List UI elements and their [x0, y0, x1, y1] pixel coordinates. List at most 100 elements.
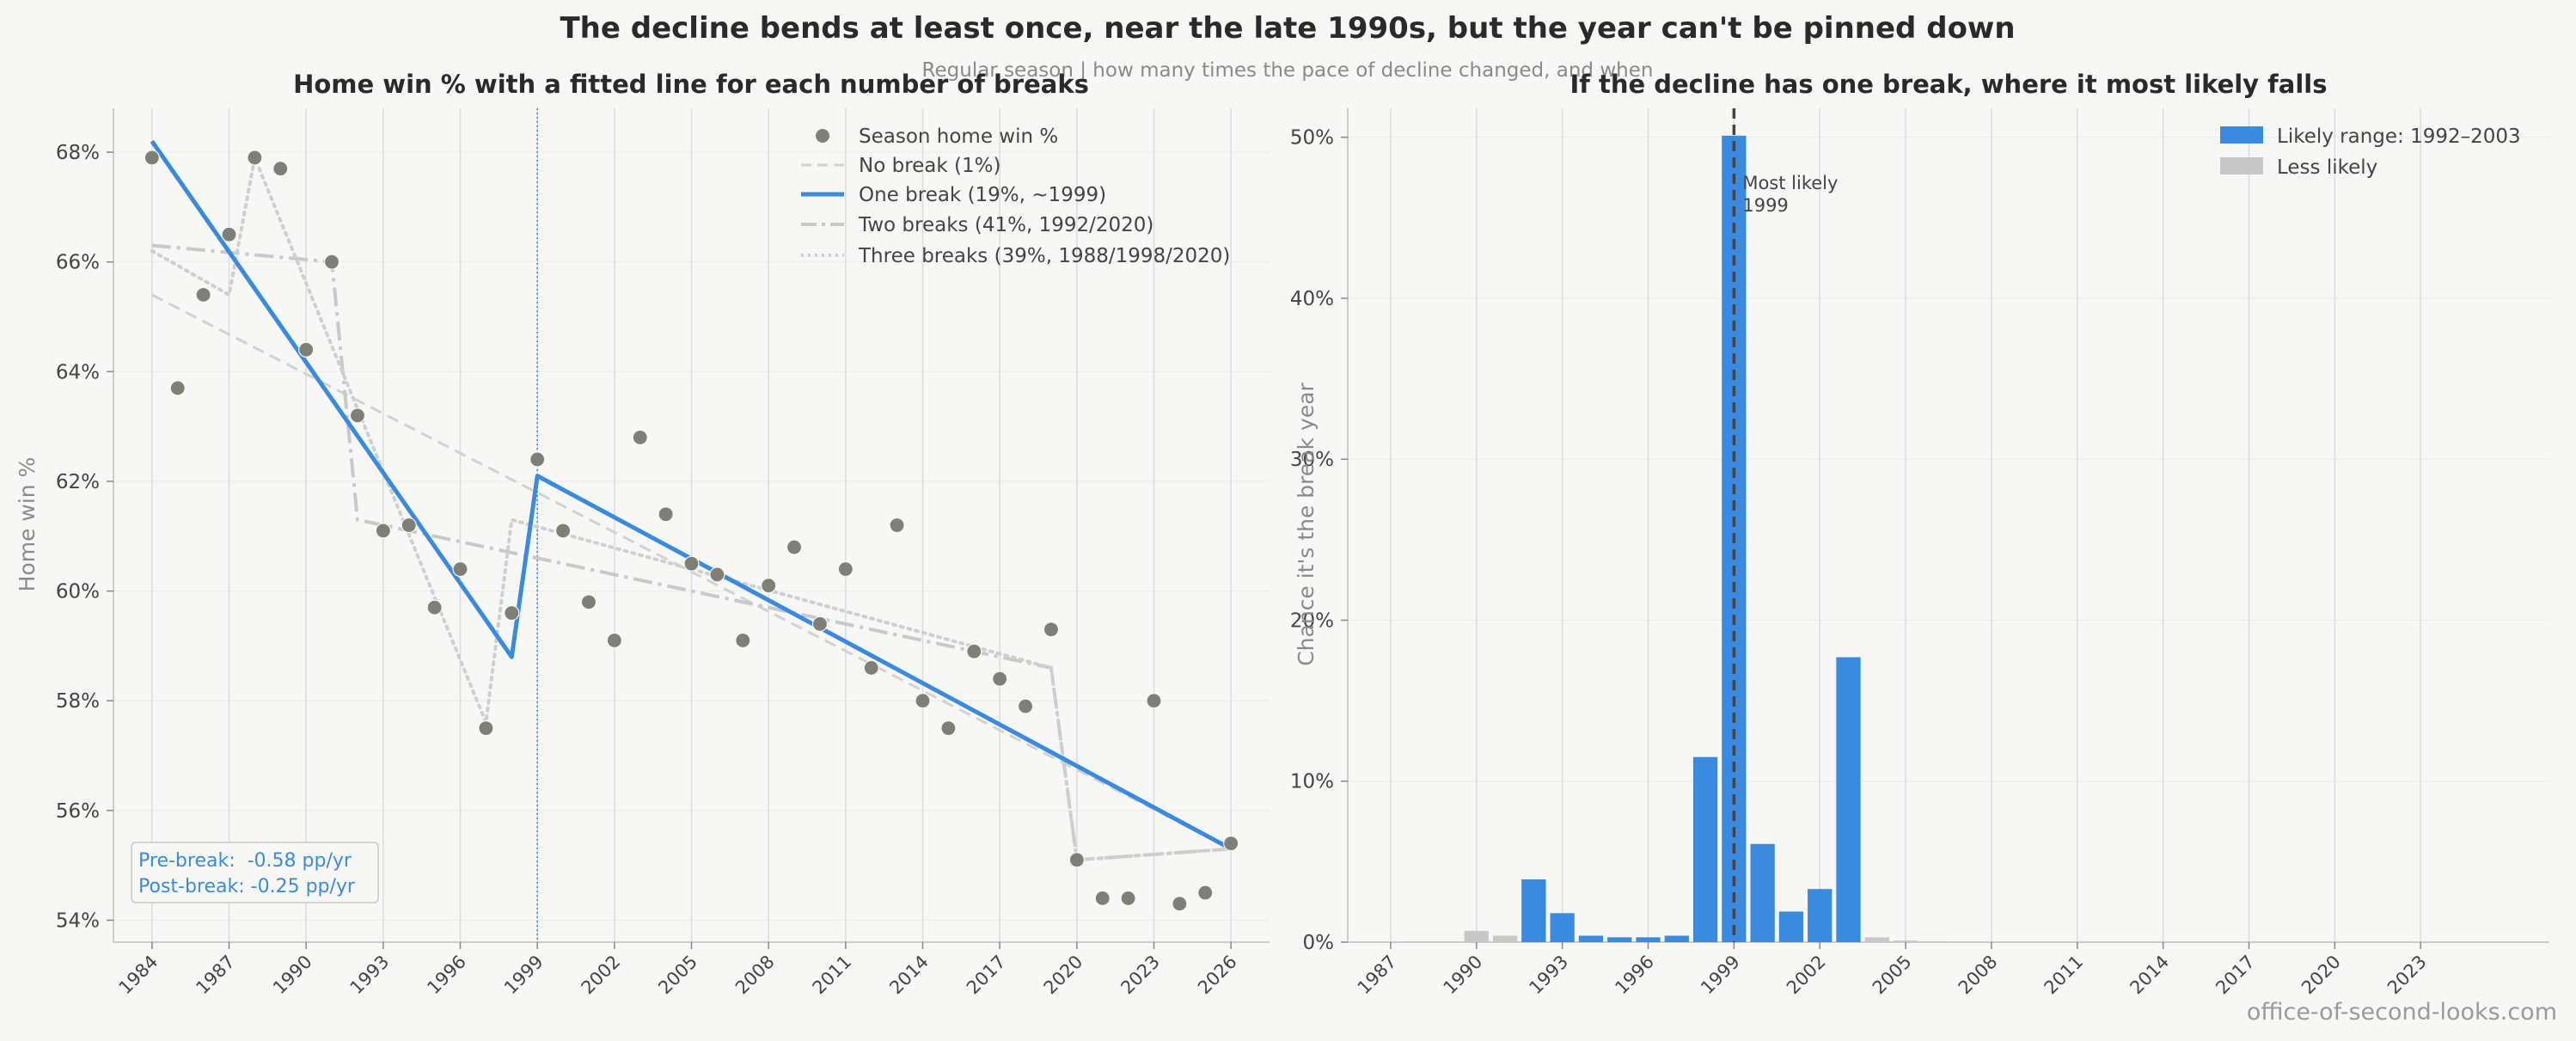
right-plot-area — [1348, 108, 2549, 942]
left-fitted-lines — [150, 139, 1233, 862]
break-year-bar — [1521, 879, 1546, 942]
season-point — [992, 671, 1008, 687]
right-y-tick-label: 50% — [1290, 127, 1334, 150]
left-y-axis-label: Home win % — [15, 457, 40, 592]
season-point — [1197, 885, 1214, 901]
figure-title: The decline bends at least once, near th… — [560, 11, 2015, 46]
season-point — [761, 578, 777, 594]
season-point — [554, 523, 572, 539]
legend-marker-likely-range — [2220, 126, 2263, 144]
right-y-tick-label: 40% — [1290, 288, 1334, 310]
series-line-solid — [150, 139, 1233, 851]
left-legend: Season home win % No break (1%) One brea… — [801, 126, 1230, 267]
season-point — [504, 605, 520, 622]
legend-label-points: Season home win % — [859, 126, 1058, 148]
season-point — [375, 523, 391, 539]
season-point — [837, 560, 854, 578]
season-point — [1094, 890, 1111, 907]
season-point — [683, 555, 700, 572]
season-point — [786, 539, 803, 555]
post-break-slope: Post-break: -0.25 pp/yr — [138, 876, 356, 897]
season-point — [478, 720, 494, 737]
season-point — [966, 643, 982, 659]
left-y-tick-label: 62% — [56, 471, 100, 493]
left-gridlines — [113, 108, 1270, 942]
season-point — [1223, 836, 1239, 852]
slopes-annotation: Pre-break: -0.58 pp/yr Post-break: -0.25… — [131, 842, 379, 903]
break-year-bar — [1607, 937, 1632, 942]
right-y-axis-label: Chance it's the break year — [1294, 382, 1319, 665]
watermark: office-of-second-looks.com — [2247, 999, 2557, 1026]
season-point — [1017, 698, 1034, 714]
break-year-bar — [1435, 941, 1460, 942]
slopes-box — [131, 842, 379, 903]
break-year-bar — [1664, 935, 1689, 942]
break-year-bar — [1578, 935, 1604, 942]
break-year-bar — [1550, 913, 1575, 942]
season-point — [221, 226, 237, 242]
left-y-tick-label: 58% — [56, 690, 100, 713]
break-year-bar — [1864, 937, 1889, 942]
legend-label-two-breaks: Two breaks (41%, 1992/2020) — [858, 214, 1153, 236]
right-y-tick-label: 30% — [1290, 449, 1334, 471]
right-legend: Likely range: 1992–2003 Less likely — [2220, 126, 2521, 179]
season-point — [426, 599, 443, 615]
season-point — [529, 451, 546, 468]
break-year-bar — [1922, 941, 1947, 942]
season-point — [811, 615, 829, 632]
break-year-bar — [1492, 935, 1518, 942]
left-y-tick-labels: 54% 56% 58% 60% 62% 64% 66% 68% — [56, 142, 113, 932]
left-chart-title: Home win % with a fitted line for each n… — [293, 70, 1089, 99]
season-point — [889, 517, 905, 534]
legend-label-three-breaks: Three breaks (39%, 1988/1998/2020) — [858, 245, 1230, 267]
season-point — [580, 594, 597, 610]
left-y-tick-label: 60% — [56, 581, 100, 603]
right-y-tick-label: 10% — [1290, 771, 1334, 793]
right-chart-title: If the decline has one break, where it m… — [1569, 70, 2327, 99]
figure-subtitle: Regular season | how many times the pace… — [922, 59, 1654, 82]
season-point — [144, 150, 160, 166]
most-likely-label: Most likely — [1742, 173, 1838, 193]
season-point — [272, 161, 289, 177]
season-point — [1120, 890, 1136, 907]
season-point — [1068, 852, 1085, 868]
season-point — [401, 517, 417, 534]
season-point — [1043, 622, 1060, 638]
legend-marker-less-likely — [2220, 157, 2263, 175]
break-year-bar — [1692, 756, 1718, 942]
series-line-dashed — [151, 293, 1232, 850]
season-point — [632, 429, 648, 445]
legend-marker-points — [816, 129, 829, 143]
break-year-bar — [1836, 657, 1861, 942]
pre-break-slope: Pre-break: -0.58 pp/yr — [138, 850, 352, 872]
most-likely-year: 1999 — [1742, 195, 1788, 216]
series-line-dotted — [150, 151, 1233, 862]
legend-label-likely-range: Likely range: 1992–2003 — [2277, 126, 2521, 148]
left-y-tick-label: 56% — [56, 800, 100, 823]
left-y-tick-label: 66% — [56, 252, 100, 274]
right-panel: 1987 1990 1993 1996 1999 2002 2005 2008 2011 2014… — [1290, 70, 2549, 998]
break-year-bar — [1750, 843, 1775, 942]
legend-label-less-likely: Less likely — [2277, 156, 2377, 179]
season-point — [940, 720, 957, 737]
right-y-tick-labels: 0% 10% 20% 30% 40% 50% — [1290, 127, 1348, 954]
season-point — [1172, 896, 1188, 912]
break-year-bar — [1464, 930, 1489, 942]
season-point — [298, 341, 315, 358]
series-line-dashdot — [151, 243, 1232, 862]
season-point — [169, 380, 186, 396]
season-point — [735, 632, 751, 649]
season-point — [915, 693, 931, 709]
season-point — [709, 566, 725, 583]
legend-label-no-break: No break (1%) — [859, 155, 1000, 177]
left-y-tick-label: 54% — [56, 909, 100, 932]
break-year-bar — [1893, 940, 1918, 942]
left-points — [144, 150, 1239, 912]
season-point — [452, 560, 468, 578]
break-year-bar — [1778, 911, 1804, 942]
left-y-tick-label: 68% — [56, 142, 100, 164]
break-year-bar — [1636, 937, 1661, 942]
break-year-bar — [1808, 889, 1833, 942]
season-point — [1146, 693, 1162, 709]
